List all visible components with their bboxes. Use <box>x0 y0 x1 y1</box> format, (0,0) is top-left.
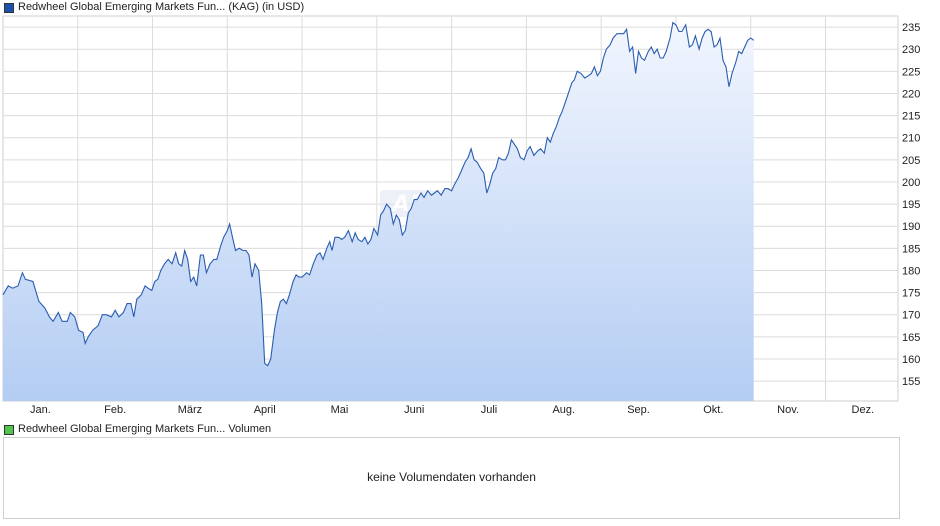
volume-series-color-swatch <box>4 424 14 435</box>
x-tick-label: Sep. <box>627 404 650 416</box>
x-tick-label: Jan. <box>30 404 51 416</box>
volume-series-label: Volumen <box>228 423 272 435</box>
price-chart-legend: Redwheel Global Emerging Markets Fun... … <box>4 1 304 14</box>
y-tick-label: 170 <box>902 310 920 322</box>
x-tick-label: Feb. <box>104 404 126 416</box>
x-tick-label: Okt. <box>703 404 723 416</box>
x-tick-label: Mai <box>331 404 349 416</box>
price-series-color-swatch <box>4 2 14 13</box>
y-tick-label: 155 <box>902 376 920 388</box>
y-tick-label: 235 <box>902 22 920 34</box>
y-axis-tick-labels: 155 160 165 170 175 180 185 190 195 200 205 210 215 2… <box>902 22 920 388</box>
y-tick-label: 195 <box>902 199 920 211</box>
y-tick-label: 180 <box>902 265 920 277</box>
x-tick-label: Juli <box>481 404 498 416</box>
x-axis-month-labels: Jan. Feb. März April Mai Juni Juli Aug. Sep. Okt.… <box>30 404 874 416</box>
price-series-name: Redwheel Global Emerging Markets Fun... <box>18 1 226 13</box>
price-area-fill <box>3 22 754 401</box>
y-tick-label: 165 <box>902 332 920 344</box>
y-tick-label: 230 <box>902 44 920 56</box>
price-series-type: (KAG) <box>228 1 259 13</box>
x-tick-label: Nov. <box>777 404 799 416</box>
y-tick-label: 215 <box>902 111 920 123</box>
y-tick-label: 185 <box>902 243 920 255</box>
y-tick-label: 200 <box>902 177 920 189</box>
volume-empty-message: keine Volumendaten vorhanden <box>367 470 536 484</box>
x-tick-label: April <box>254 404 276 416</box>
y-tick-label: 160 <box>902 354 920 366</box>
volume-series-name: Redwheel Global Emerging Markets Fun... <box>18 423 226 435</box>
x-tick-label: Dez. <box>852 404 875 416</box>
price-series-line <box>2 21 755 367</box>
volume-chart-legend: Redwheel Global Emerging Markets Fun... … <box>4 423 271 436</box>
y-tick-label: 190 <box>902 221 920 233</box>
y-tick-label: 205 <box>902 155 920 167</box>
y-tick-label: 225 <box>902 66 920 78</box>
volume-chart-panel: keine Volumendaten vorhanden <box>3 437 900 519</box>
x-tick-label: März <box>178 404 202 416</box>
x-tick-label: Aug. <box>552 404 575 416</box>
y-tick-label: 220 <box>902 88 920 100</box>
price-series-currency: (in USD) <box>261 1 305 13</box>
y-tick-label: 175 <box>902 288 920 300</box>
price-chart: ARIVA.DE 1551601651701751801851901952002… <box>2 15 920 416</box>
y-tick-label: 210 <box>902 133 920 145</box>
x-tick-label: Juni <box>404 404 424 416</box>
